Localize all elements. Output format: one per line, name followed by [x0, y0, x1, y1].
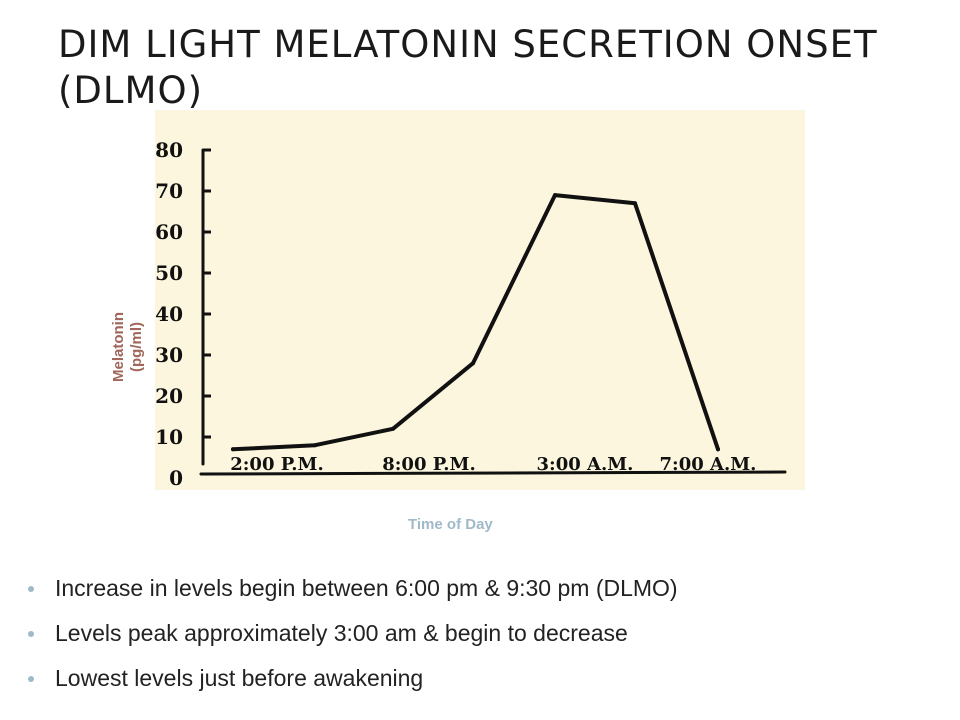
y-tick-label: 20 [155, 384, 183, 408]
data-point [633, 201, 637, 206]
x-tick-label: 2:00 P.M. [230, 454, 324, 475]
y-axis-label: Melatonin (pg/ml) [110, 312, 145, 383]
data-point [313, 443, 317, 448]
bullet-text: Increase in levels begin between 6:00 pm… [55, 575, 678, 601]
x-tick-label: 8:00 P.M. [382, 454, 476, 475]
y-tick-label: 60 [155, 220, 183, 244]
x-axis-label: Time of Day [408, 516, 493, 533]
y-tick-label: 40 [155, 302, 183, 326]
x-tick-label: 3:00 A.M. [537, 454, 634, 475]
bullet-text: Lowest levels just before awakening [55, 665, 424, 691]
bullet-dot-icon [28, 675, 34, 682]
y-tick-label: 0 [169, 466, 183, 490]
bullet-text: Levels peak approximately 3:00 am & begi… [55, 620, 628, 646]
data-point [231, 447, 235, 452]
y-tick-label: 10 [155, 425, 183, 449]
bullet-item: Levels peak approximately 3:00 am & begi… [28, 611, 678, 656]
bullet-dot-icon [28, 585, 34, 592]
melatonin-series-line [231, 193, 720, 452]
bullet-item: Lowest levels just before awakening [28, 656, 678, 701]
bullet-dot-icon [28, 630, 34, 637]
bullet-list: Increase in levels begin between 6:00 pm… [28, 566, 678, 701]
chart-panel: 0 10 20 30 40 50 60 70 80 2:00 P.M. 8:00 P.M. 3:00 … [155, 110, 805, 490]
y-tick-label: 70 [155, 179, 183, 203]
x-axis-line [199, 470, 787, 476]
y-tick-label: 50 [155, 261, 183, 285]
y-tick-label: 80 [155, 138, 183, 162]
y-tick-label: 30 [155, 343, 183, 367]
data-point [471, 361, 475, 366]
slide-title: DIM LIGHT MELATONIN SECRETION ONSET (DLM… [58, 23, 878, 112]
data-point [391, 426, 395, 431]
data-point [553, 193, 557, 198]
melatonin-line-chart: 0 10 20 30 40 50 60 70 80 2:00 P.M. 8:00 P.M. 3:00 … [155, 138, 787, 490]
x-tick-label: 7:00 A.M. [660, 454, 757, 475]
bullet-item: Increase in levels begin between 6:00 pm… [28, 566, 678, 611]
data-point [716, 447, 720, 452]
